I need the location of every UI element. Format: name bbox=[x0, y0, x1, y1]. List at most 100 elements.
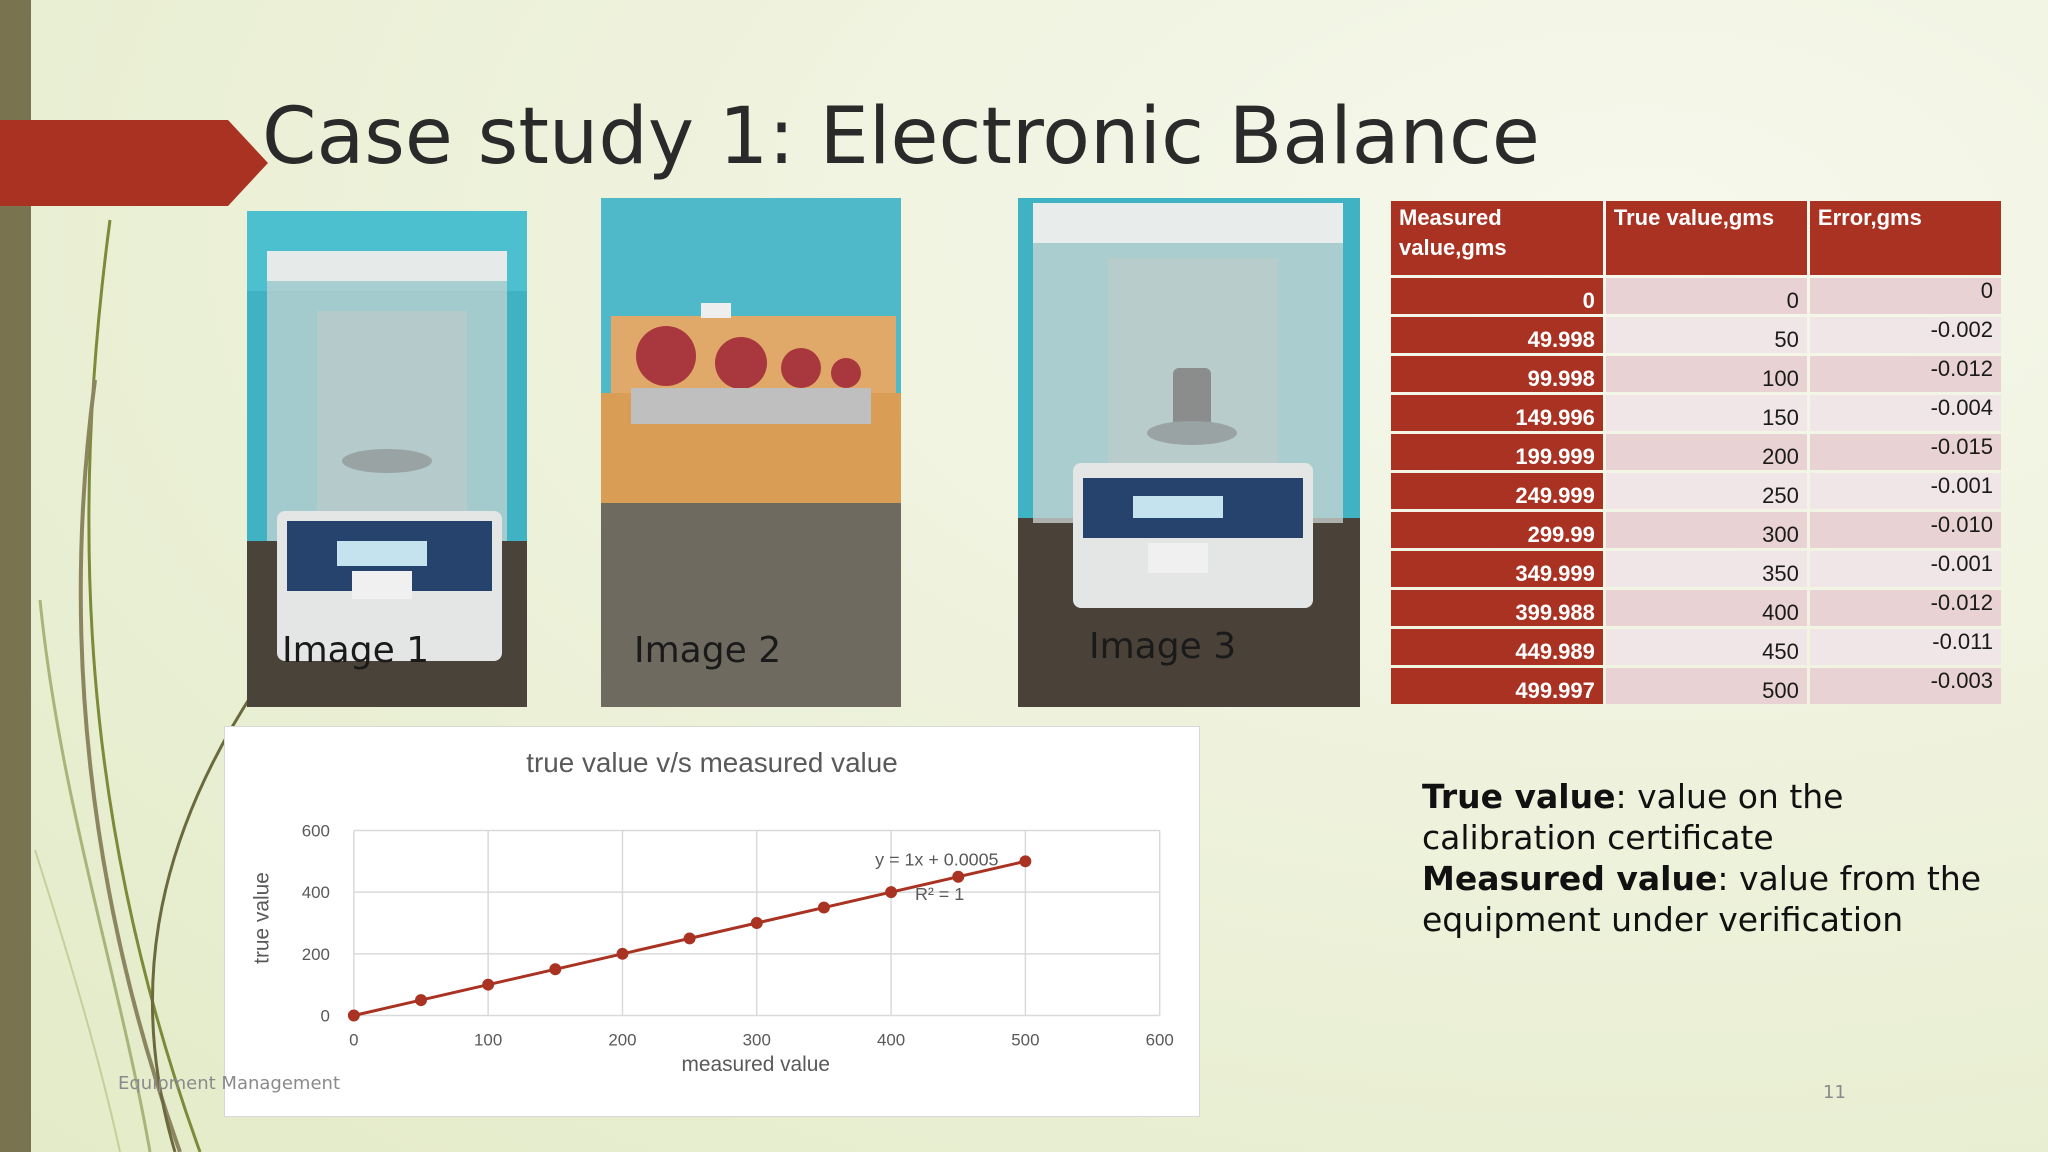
image-1-photo bbox=[247, 211, 527, 707]
data-point bbox=[549, 963, 562, 976]
footer-left: Equipment Management bbox=[118, 1073, 341, 1094]
weights-box-photo-icon bbox=[601, 198, 901, 707]
y-tick-label: 400 bbox=[302, 883, 330, 902]
trendline-r2: R² = 1 bbox=[915, 884, 964, 904]
y-tick-label: 200 bbox=[302, 945, 330, 964]
x-tick-label: 500 bbox=[1011, 1030, 1039, 1049]
measured-cell: 299.99 bbox=[1391, 512, 1603, 548]
decorative-curves bbox=[34, 219, 257, 1152]
true-cell: 0 bbox=[1605, 278, 1807, 314]
image-3-photo bbox=[1018, 198, 1360, 707]
measured-cell: 0 bbox=[1391, 278, 1603, 314]
table-row: 399.988 400 -0.012 bbox=[1391, 590, 2001, 626]
true-value-definition: True value: value on the calibration cer… bbox=[1422, 776, 1982, 858]
table-row: 249.999 250 -0.001 bbox=[1391, 473, 2001, 509]
true-cell: 350 bbox=[1605, 551, 1807, 587]
error-cell: -0.011 bbox=[1809, 629, 2001, 665]
data-point bbox=[683, 932, 696, 945]
data-point bbox=[347, 1009, 360, 1022]
measured-cell: 199.999 bbox=[1391, 434, 1603, 470]
error-cell: -0.004 bbox=[1809, 395, 2001, 431]
data-point bbox=[482, 978, 495, 991]
true-cell: 100 bbox=[1605, 356, 1807, 392]
header-measured: Measured value,gms bbox=[1391, 201, 1603, 275]
x-tick-label: 0 bbox=[349, 1030, 358, 1049]
error-cell: -0.003 bbox=[1809, 668, 2001, 704]
definitions-text: True value: value on the calibration cer… bbox=[1422, 776, 1982, 940]
table-row: 149.996 150 -0.004 bbox=[1391, 395, 2001, 431]
true-cell: 300 bbox=[1605, 512, 1807, 548]
error-cell: -0.015 bbox=[1809, 434, 2001, 470]
measured-value-definition: Measured value: value from the equipment… bbox=[1422, 858, 1982, 940]
chart-grid bbox=[353, 829, 1161, 1017]
header-error: Error,gms bbox=[1809, 201, 2001, 275]
measured-cell: 499.997 bbox=[1391, 668, 1603, 704]
data-point bbox=[750, 917, 763, 929]
x-tick-label: 600 bbox=[1146, 1030, 1174, 1049]
table-body: 0 0 0 49.998 50 -0.002 99.998 100 -0.012 149.996 1… bbox=[1391, 278, 2001, 704]
y-axis-label: true value bbox=[250, 872, 273, 964]
error-cell: -0.012 bbox=[1809, 356, 2001, 392]
true-value-desc: : value on the calibration certificate bbox=[1422, 777, 1844, 857]
chart-ticks: 0 200 400 600 0 100 200 300 400 500 600 bbox=[302, 821, 1174, 1049]
image-2-photo bbox=[601, 198, 901, 707]
chart-svg: true value v/s measured value 0 200 400 600… bbox=[250, 747, 1174, 1076]
image-2-label: Image 2 bbox=[634, 630, 782, 671]
true-cell: 450 bbox=[1605, 629, 1807, 665]
measured-cell: 49.998 bbox=[1391, 317, 1603, 353]
measured-cell: 249.999 bbox=[1391, 473, 1603, 509]
image-1-label: Image 1 bbox=[282, 630, 430, 671]
error-cell: 0 bbox=[1809, 278, 2001, 314]
table-row: 499.997 500 -0.003 bbox=[1391, 668, 2001, 704]
true-cell: 250 bbox=[1605, 473, 1807, 509]
measured-cell: 349.999 bbox=[1391, 551, 1603, 587]
error-cell: -0.001 bbox=[1809, 473, 2001, 509]
y-tick-label: 600 bbox=[302, 821, 330, 840]
table-row: 349.999 350 -0.001 bbox=[1391, 551, 2001, 587]
measured-cell: 99.998 bbox=[1391, 356, 1603, 392]
chart-container: true value v/s measured value 0 200 400 600… bbox=[224, 726, 1200, 1117]
true-cell: 500 bbox=[1605, 668, 1807, 704]
x-tick-label: 300 bbox=[743, 1030, 771, 1049]
measured-value-desc: : value from the equipment under verific… bbox=[1422, 859, 1982, 939]
true-cell: 200 bbox=[1605, 434, 1807, 470]
page-number: 11 bbox=[1823, 1082, 1846, 1103]
true-cell: 400 bbox=[1605, 590, 1807, 626]
error-cell: -0.010 bbox=[1809, 512, 2001, 548]
x-axis-label: measured value bbox=[682, 1053, 831, 1076]
data-point bbox=[885, 886, 898, 899]
series-points bbox=[347, 855, 1032, 1022]
calibration-table: Measured value,gms True value,gms Error,… bbox=[1388, 198, 2004, 707]
x-tick-label: 400 bbox=[877, 1030, 905, 1049]
table-row: 99.998 100 -0.012 bbox=[1391, 356, 2001, 392]
chart-title: true value v/s measured value bbox=[526, 747, 897, 778]
measured-value-term: Measured value bbox=[1422, 859, 1718, 898]
error-cell: -0.012 bbox=[1809, 590, 2001, 626]
data-point bbox=[415, 994, 427, 1007]
table-header-row: Measured value,gms True value,gms Error,… bbox=[1391, 201, 2001, 275]
data-point bbox=[817, 901, 830, 914]
x-tick-label: 200 bbox=[608, 1030, 636, 1049]
measured-cell: 149.996 bbox=[1391, 395, 1603, 431]
data-point bbox=[1019, 855, 1032, 868]
x-tick-label: 100 bbox=[474, 1030, 502, 1049]
table-row: 449.989 450 -0.011 bbox=[1391, 629, 2001, 665]
image-3-label: Image 3 bbox=[1089, 626, 1237, 667]
true-cell: 150 bbox=[1605, 395, 1807, 431]
true-value-term: True value bbox=[1422, 777, 1616, 816]
error-cell: -0.001 bbox=[1809, 551, 2001, 587]
trendline-equation: y = 1x + 0.0005 bbox=[875, 849, 998, 869]
measured-cell: 399.988 bbox=[1391, 590, 1603, 626]
data-point bbox=[952, 870, 965, 883]
true-cell: 50 bbox=[1605, 317, 1807, 353]
table-row: 49.998 50 -0.002 bbox=[1391, 317, 2001, 353]
title-arrow-marker bbox=[0, 120, 268, 206]
balance-photo-icon bbox=[247, 211, 527, 707]
table-row: 199.999 200 -0.015 bbox=[1391, 434, 2001, 470]
header-true: True value,gms bbox=[1605, 201, 1807, 275]
error-cell: -0.002 bbox=[1809, 317, 2001, 353]
y-tick-label: 0 bbox=[321, 1006, 330, 1025]
table-row: 299.99 300 -0.010 bbox=[1391, 512, 2001, 548]
balance-with-weight-photo-icon bbox=[1018, 198, 1360, 707]
